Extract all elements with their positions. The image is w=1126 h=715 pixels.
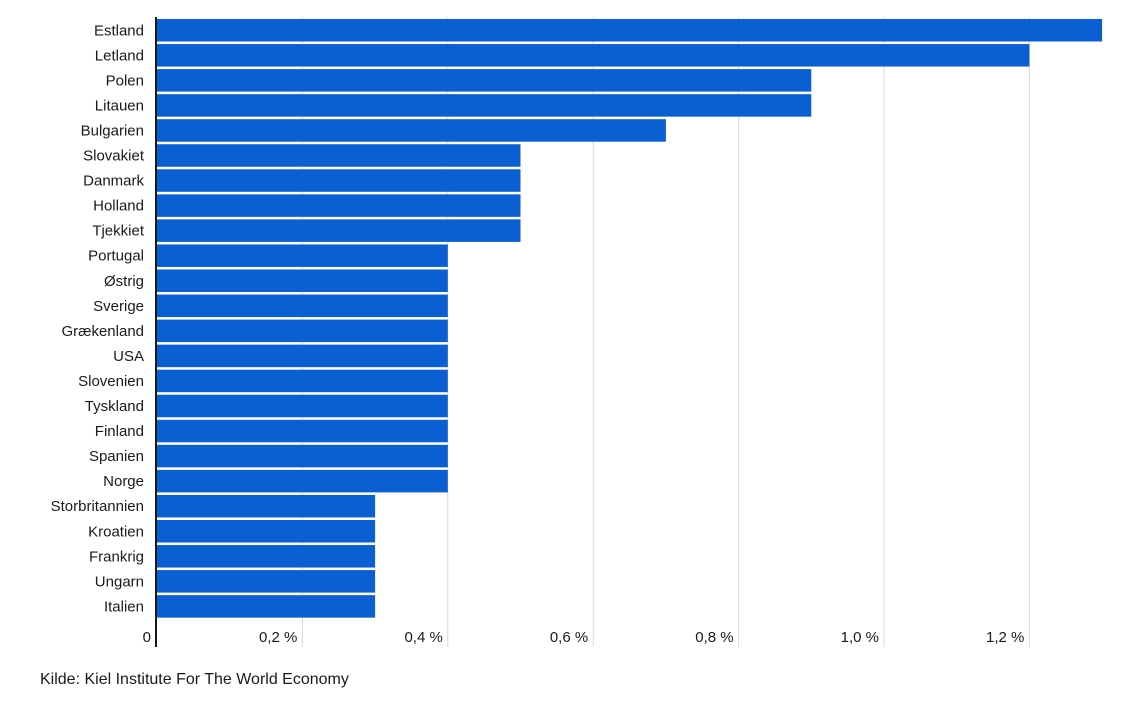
source-note: Kilde: Kiel Institute For The World Econ… [40,671,349,688]
category-labels: Estland Letland Polen Litauen Bulgarien Slova… [51,22,145,615]
bar-chart: Estland Letland Polen Litauen Bulgarien Slova… [51,17,1103,647]
category-label: Frankrig [89,548,144,565]
bar [157,545,376,568]
bars [157,19,1103,618]
category-label: Grækenland [61,323,144,340]
bar [157,294,448,318]
bar [157,595,376,618]
x-tick-label: 0,4 % [404,629,442,646]
category-label: Storbritannien [51,498,144,515]
category-label: Kroatien [88,523,144,540]
bar [157,394,448,418]
bar [157,44,1030,67]
bar [157,269,448,292]
bar [157,194,521,217]
category-label: Slovakiet [83,148,145,165]
category-label: Italien [104,598,144,615]
x-tick-label: 0 [143,629,151,646]
bar [157,69,812,92]
category-label: Danmark [83,173,144,190]
x-tick-labels: 0 0,2 % 0,4 % 0,6 % 0,8 % 1,0 % 1,2 % [143,629,1025,646]
bar [157,469,448,493]
x-tick-label: 0,8 % [695,629,733,646]
category-label: Bulgarien [81,122,144,139]
bar [157,94,812,117]
category-label: Letland [95,47,144,64]
bar [157,144,521,167]
category-label: Norge [103,473,144,490]
category-label: Polen [106,72,144,89]
category-label: Ungarn [95,573,144,590]
category-label: Tjekkiet [92,223,145,240]
bar [157,369,448,393]
category-label: USA [113,348,144,365]
bar [157,570,376,593]
category-label: Holland [93,198,144,215]
bar [157,19,1103,42]
x-tick-label: 0,2 % [259,629,297,646]
bar [157,119,666,142]
category-label: Østrig [104,273,144,290]
category-label: Slovenien [78,373,144,390]
bar [157,244,448,267]
category-label: Finland [95,423,144,440]
category-label: Sverige [93,298,144,315]
bar [157,169,521,192]
bar [157,219,521,242]
bar [157,520,376,543]
x-tick-label: 0,6 % [550,629,588,646]
bar [157,344,448,368]
category-label: Litauen [95,97,144,114]
category-label: Portugal [88,248,144,265]
x-tick-label: 1,0 % [841,629,879,646]
category-label: Tyskland [85,398,144,415]
x-tick-label: 1,2 % [986,629,1024,646]
bar [157,419,448,443]
category-label: Spanien [89,448,144,465]
bar [157,319,448,343]
bar [157,444,448,468]
bar [157,494,376,518]
category-label: Estland [94,22,144,39]
